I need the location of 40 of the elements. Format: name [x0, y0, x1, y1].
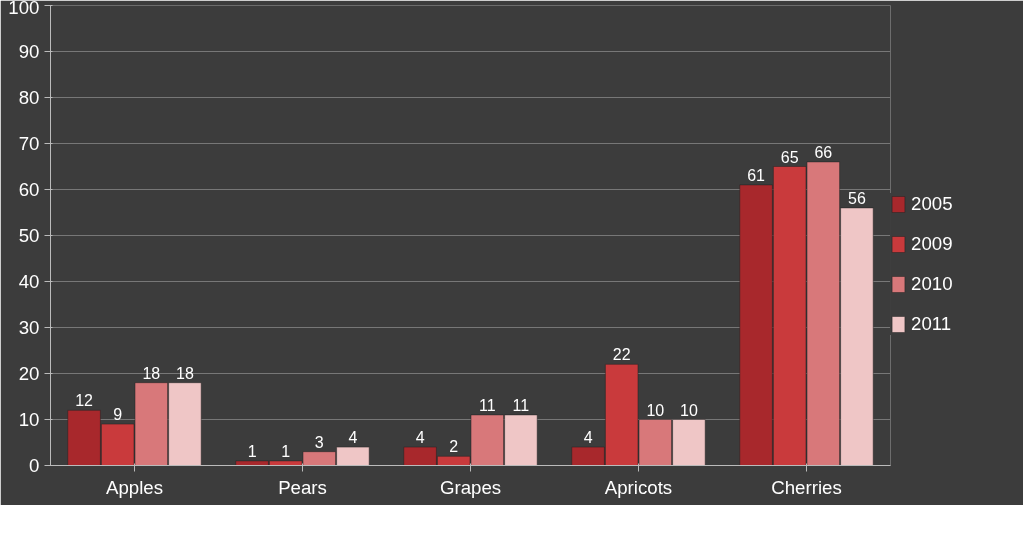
- data-label: 56: [848, 189, 866, 207]
- data-label: 4: [348, 429, 358, 447]
- data-label: 18: [142, 364, 161, 382]
- x-tick-label: Apples: [105, 476, 164, 498]
- legend-label: 2011: [911, 313, 952, 335]
- data-label: 18: [176, 364, 194, 382]
- y-tick-label: 70: [18, 133, 40, 154]
- y-tick-label: 80: [18, 87, 40, 108]
- x-tick-label: Pears: [278, 476, 327, 498]
- x-tick-label: Apricots: [604, 476, 673, 498]
- data-label: 12: [75, 392, 94, 410]
- y-tick-label: 50: [18, 225, 40, 246]
- x-tick-label: Grapes: [439, 476, 502, 498]
- data-label: 66: [814, 143, 833, 161]
- data-label: 3: [314, 433, 324, 451]
- data-label: 1: [281, 442, 291, 460]
- data-label: 65: [780, 148, 799, 166]
- data-label: 11: [512, 396, 530, 414]
- data-label: 4: [415, 429, 425, 447]
- y-tick-label: 100: [8, 0, 40, 18]
- data-label: 1: [247, 442, 257, 460]
- data-label: 22: [612, 346, 631, 364]
- data-label: 61: [747, 166, 766, 184]
- y-tick-label: 90: [18, 41, 40, 62]
- y-tick-label: 60: [18, 179, 40, 200]
- data-label: 11: [479, 396, 496, 414]
- data-label: 2: [449, 438, 459, 456]
- y-tick-label: 10: [18, 409, 40, 430]
- data-label: 9: [113, 406, 123, 424]
- y-tick-label: 0: [29, 455, 40, 476]
- legend-label: 2010: [911, 273, 953, 295]
- x-tick-label: Cherries: [771, 476, 842, 498]
- y-tick-label: 40: [18, 271, 40, 292]
- data-label: 10: [646, 401, 665, 419]
- legend-label: 2005: [911, 193, 953, 215]
- data-label: 10: [680, 401, 698, 419]
- legend-label: 2009: [911, 233, 953, 255]
- y-tick-label: 30: [18, 317, 40, 338]
- y-tick-label: 20: [18, 363, 40, 384]
- data-label: 4: [583, 429, 593, 447]
